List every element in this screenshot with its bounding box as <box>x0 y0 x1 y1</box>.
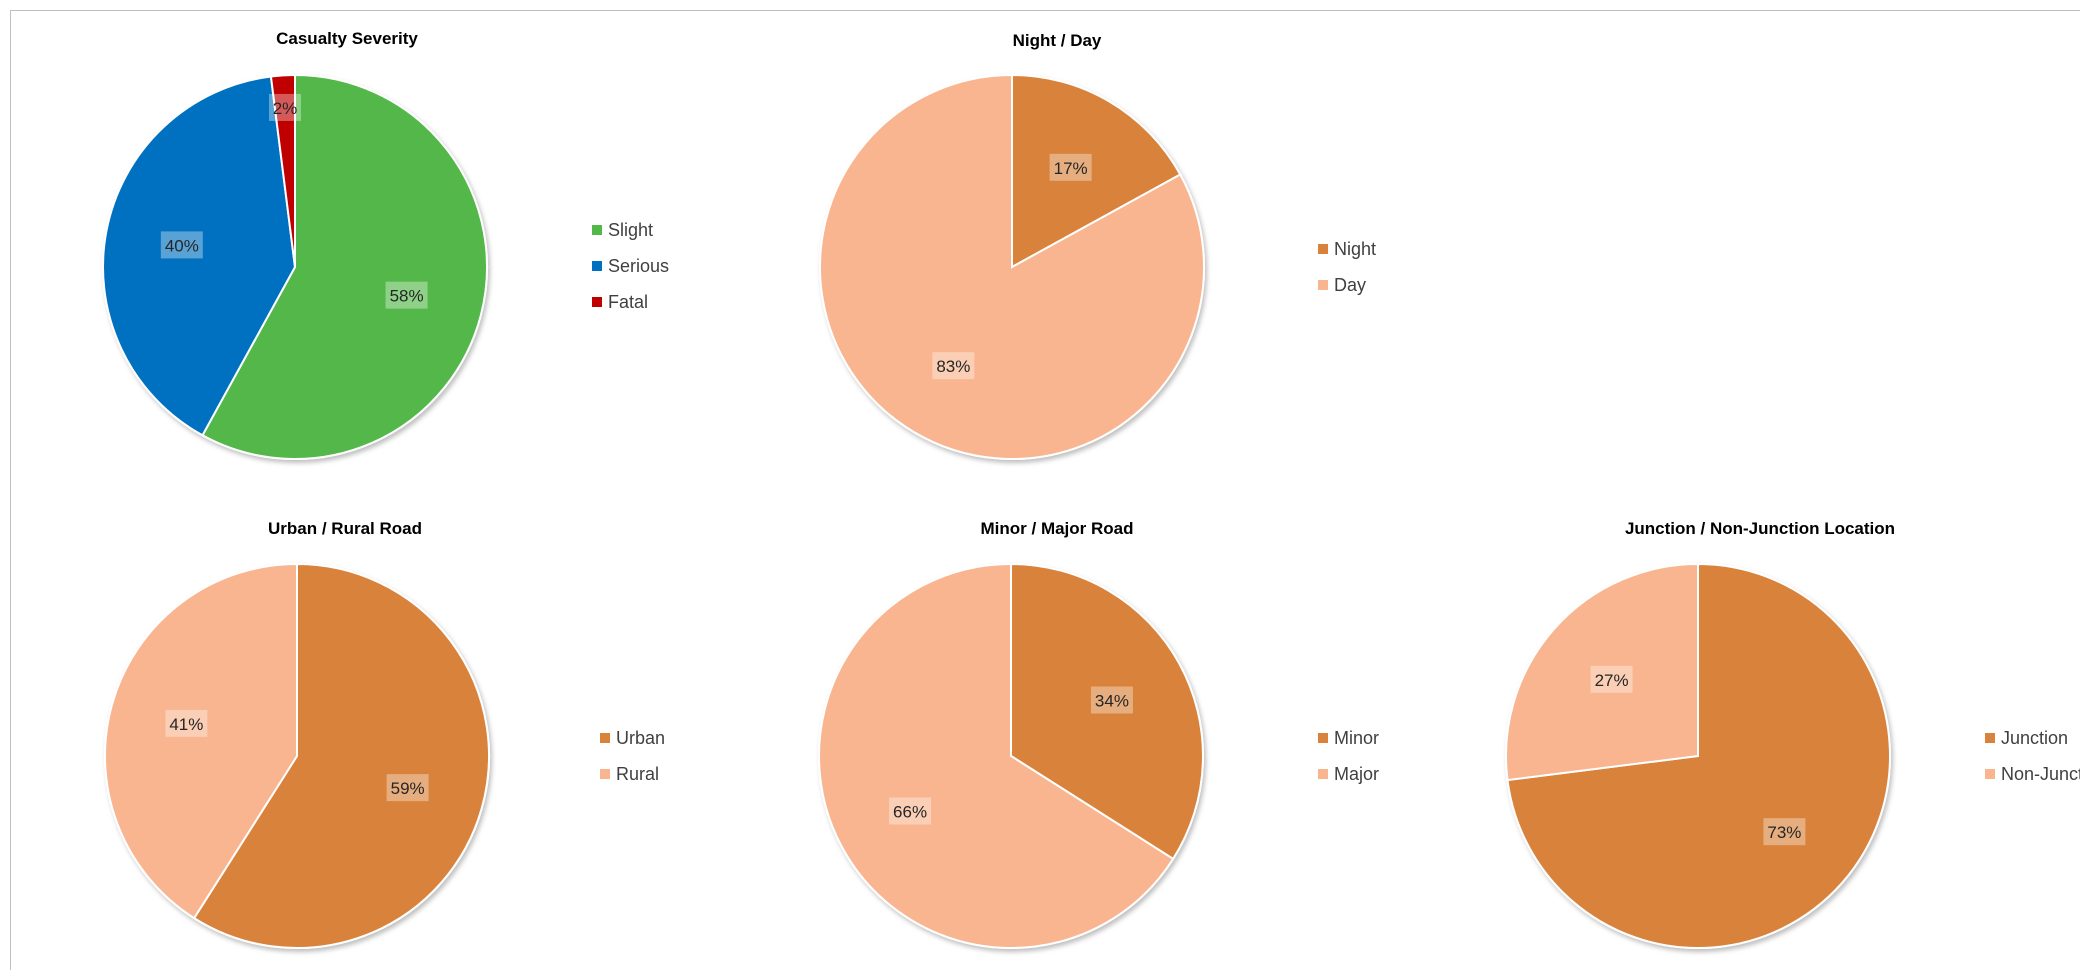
legend-item-slight: Slight <box>592 220 653 240</box>
data-label-text: 41% <box>169 715 203 734</box>
legend: Slight Serious Fatal <box>592 220 669 312</box>
legend-label: Minor <box>1334 728 1379 748</box>
data-label-text: 59% <box>391 779 425 798</box>
data-label-text: 27% <box>1595 671 1629 690</box>
legend-item-night: Night <box>1318 239 1376 259</box>
legend-label: Fatal <box>608 292 648 312</box>
legend-label: Day <box>1334 275 1366 295</box>
legend-swatch <box>1318 769 1328 779</box>
legend-item-major: Major <box>1318 764 1379 784</box>
legend-swatch <box>1318 280 1328 290</box>
pie-slice-slight <box>201 73 488 460</box>
data-label-box <box>165 709 208 737</box>
data-label-box <box>1590 665 1633 693</box>
data-label-box <box>386 774 429 802</box>
data-label-box <box>1090 686 1133 714</box>
legend-swatch <box>592 225 602 235</box>
data-label-major: 66% <box>889 797 932 825</box>
data-label-junction: 73% <box>1763 818 1806 846</box>
legend-label: Slight <box>608 220 653 240</box>
legend-swatch <box>1985 733 1995 743</box>
data-label-text: 40% <box>165 236 199 255</box>
data-label-fatal: 2% <box>268 93 301 121</box>
data-label-box <box>1763 818 1806 846</box>
pie-slice-non-junct <box>1505 562 1699 782</box>
pie-slice-serious <box>102 75 297 437</box>
legend-swatch <box>592 297 602 307</box>
night-day-chart: Night / Day 17% 83% Night Day <box>819 31 1376 460</box>
data-label-box <box>385 281 428 309</box>
legend-label: Non-Junct <box>2001 764 2080 784</box>
data-label-urban: 59% <box>386 774 429 802</box>
legend: Minor Major <box>1318 728 1379 784</box>
chart-title: Urban / Rural Road <box>268 519 422 538</box>
data-label-text: 2% <box>273 99 298 118</box>
pie <box>819 73 1205 460</box>
legend-label: Major <box>1334 764 1379 784</box>
pie-slice-major <box>818 562 1175 949</box>
legend-swatch <box>1985 769 1995 779</box>
pie-slice-urban <box>192 562 490 949</box>
chart-title: Night / Day <box>1013 31 1102 50</box>
data-label-day: 83% <box>932 352 975 380</box>
legend-label: Rural <box>616 764 659 784</box>
pie-slice-night <box>1011 73 1182 269</box>
casualty-severity-chart: Casualty Severity 58% 40% 2% Slight Serious Fa… <box>102 29 669 460</box>
legend-item-fatal: Fatal <box>592 292 648 312</box>
legend: Urban Rural <box>600 728 665 784</box>
data-label-text: 58% <box>390 287 424 306</box>
data-label-text: 83% <box>936 357 970 376</box>
data-label-rural: 41% <box>165 709 208 737</box>
data-label-text: 73% <box>1767 823 1801 842</box>
legend-swatch <box>1318 733 1328 743</box>
data-label-text: 66% <box>893 802 927 821</box>
data-label-box <box>1049 153 1092 181</box>
data-label-slight: 58% <box>385 281 428 309</box>
data-label-serious: 40% <box>160 231 203 259</box>
legend-item-junction: Junction <box>1985 728 2068 748</box>
legend-item-minor: Minor <box>1318 728 1379 748</box>
pie-slice-minor <box>1010 562 1204 861</box>
data-label-box <box>932 352 975 380</box>
data-label-text: 17% <box>1054 159 1088 178</box>
legend-label: Junction <box>2001 728 2068 748</box>
legend-swatch <box>1318 244 1328 254</box>
chart-title: Junction / Non-Junction Location <box>1625 519 1895 538</box>
chart-title: Minor / Major Road <box>981 519 1134 538</box>
pie-slice-fatal <box>269 73 296 268</box>
legend-swatch <box>592 261 602 271</box>
legend-item-urban: Urban <box>600 728 665 748</box>
legend: Night Day <box>1318 239 1376 295</box>
urban-rural-road-chart: Urban / Rural Road 59% 41% Urban Rural <box>104 519 665 949</box>
data-label-text: 34% <box>1095 692 1129 711</box>
junction-non-junction-location-chart: Junction / Non-Junction Location 73% 27% Ju… <box>1505 519 2080 949</box>
legend-label: Serious <box>608 256 669 276</box>
data-label-box <box>268 93 301 121</box>
legend-label: Night <box>1334 239 1376 259</box>
pie <box>104 562 490 949</box>
legend-item-serious: Serious <box>592 256 669 276</box>
pie <box>818 562 1204 949</box>
pie <box>1505 562 1891 949</box>
data-label-box <box>160 231 203 259</box>
legend-item-rural: Rural <box>600 764 659 784</box>
chart-sheet <box>10 10 2080 970</box>
legend-label: Urban <box>616 728 665 748</box>
legend-item-day: Day <box>1318 275 1366 295</box>
pie <box>102 73 488 460</box>
pie-slice-rural <box>104 562 298 920</box>
legend-swatch <box>600 769 610 779</box>
data-label-minor: 34% <box>1090 686 1133 714</box>
legend: Junction Non-Junct <box>1985 728 2080 784</box>
minor-major-road-chart: Minor / Major Road 34% 66% Minor Major <box>818 519 1379 949</box>
data-label-box <box>889 797 932 825</box>
legend-item-non-junct: Non-Junct <box>1985 764 2080 784</box>
chart-title: Casualty Severity <box>276 29 418 48</box>
data-label-non-junct: 27% <box>1590 665 1633 693</box>
legend-swatch <box>600 733 610 743</box>
data-label-night: 17% <box>1049 153 1092 181</box>
pie-slice-day <box>819 73 1205 460</box>
